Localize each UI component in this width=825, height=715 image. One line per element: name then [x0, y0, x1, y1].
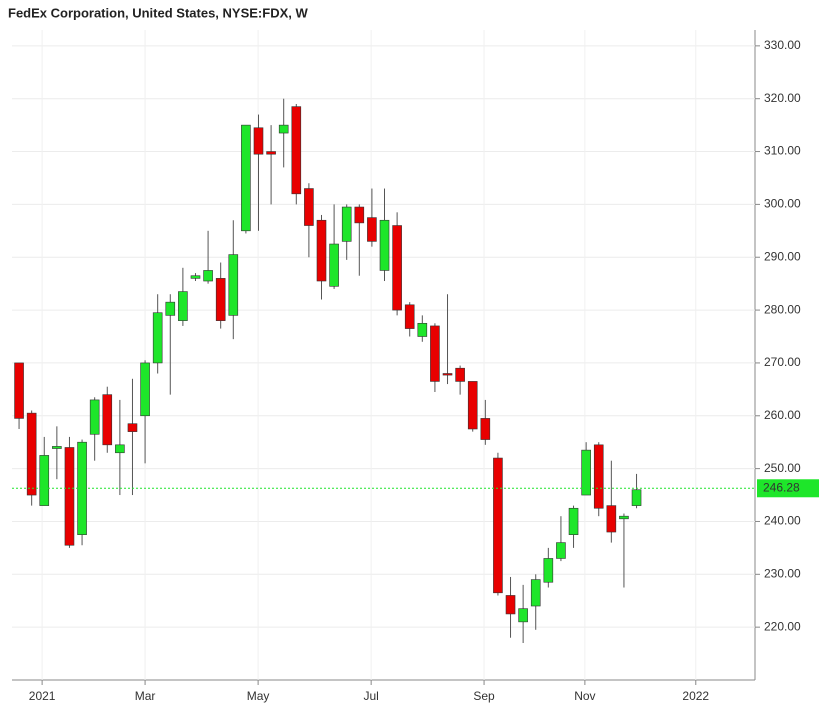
x-tick-label: Nov: [574, 689, 595, 703]
candle-body: [178, 291, 188, 321]
x-tick-label: Mar: [135, 689, 156, 703]
candle-body: [467, 381, 478, 430]
candle-body: [480, 418, 491, 440]
y-tick-label: 250.00: [764, 461, 801, 475]
candle-body: [430, 325, 440, 382]
x-tick-label: Jul: [363, 689, 378, 703]
candle-body: [228, 254, 239, 316]
candle-body: [442, 373, 453, 376]
candle-body: [316, 219, 327, 282]
candle-body: [152, 312, 163, 364]
candle-body: [354, 206, 365, 224]
candle-body: [190, 275, 201, 279]
candle-body: [631, 489, 642, 506]
candle-body: [505, 595, 516, 615]
candle-body: [606, 505, 617, 533]
y-tick-label: 260.00: [764, 408, 801, 422]
candle-body: [64, 447, 75, 546]
y-tick-label: 220.00: [764, 619, 801, 633]
candle-body: [203, 270, 213, 282]
candle-body: [26, 412, 37, 496]
candle-body: [518, 608, 528, 623]
candle-body: [165, 301, 176, 316]
x-tick-label: May: [247, 689, 270, 703]
candle-body: [493, 457, 503, 594]
candle-body: [379, 219, 390, 271]
candle-body: [367, 217, 377, 242]
last-price-box: [757, 479, 819, 498]
candle-body: [291, 106, 302, 195]
candle-body: [543, 558, 554, 583]
y-tick-label: 330.00: [764, 38, 801, 52]
candle-body: [241, 124, 251, 232]
candle-body: [89, 399, 100, 435]
candle-body: [417, 322, 428, 337]
candle-body: [215, 278, 226, 321]
y-tick-label: 290.00: [764, 249, 801, 263]
candle-body: [455, 367, 465, 382]
candle-body: [102, 394, 113, 446]
candle-body: [329, 243, 339, 287]
candle-body: [568, 507, 579, 535]
y-tick-label: 300.00: [764, 197, 801, 211]
candle-body: [115, 444, 125, 454]
candle-body: [619, 515, 629, 520]
chart-title: FedEx Corporation, United States, NYSE:F…: [8, 5, 308, 20]
candle-body: [392, 225, 402, 311]
candle-body: [253, 127, 264, 155]
last-price-label: 246.28: [763, 480, 800, 494]
candle-body: [52, 446, 62, 449]
y-tick-label: 310.00: [764, 144, 801, 158]
candle-body: [140, 362, 150, 417]
candle-body: [530, 579, 541, 607]
x-tick-label: 2021: [29, 689, 56, 703]
y-tick-label: 270.00: [764, 355, 801, 369]
y-tick-label: 280.00: [764, 302, 801, 316]
x-tick-label: 2022: [682, 689, 709, 703]
candle-body: [341, 206, 352, 242]
candle-body: [556, 542, 566, 559]
x-tick-label: Sep: [473, 689, 495, 703]
candle-body: [404, 304, 415, 329]
candle-body: [266, 151, 276, 155]
candle-body: [127, 423, 138, 432]
candle-body: [278, 124, 289, 134]
candle-body: [14, 362, 24, 419]
y-tick-label: 320.00: [764, 91, 801, 105]
candle-body: [581, 449, 591, 496]
candle-body: [593, 444, 604, 509]
candle-body: [304, 188, 314, 226]
y-tick-label: 240.00: [764, 514, 801, 528]
y-tick-label: 230.00: [764, 566, 801, 580]
candle-body: [39, 455, 50, 506]
